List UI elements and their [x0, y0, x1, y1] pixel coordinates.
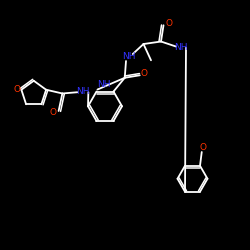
Text: NH: NH: [122, 52, 135, 61]
Text: NH: NH: [98, 80, 111, 89]
Text: NH: NH: [174, 42, 188, 51]
Text: O: O: [199, 143, 206, 152]
Text: O: O: [166, 19, 172, 28]
Text: O: O: [50, 108, 56, 118]
Text: O: O: [14, 85, 20, 94]
Text: O: O: [141, 69, 148, 78]
Text: NH: NH: [76, 87, 90, 96]
